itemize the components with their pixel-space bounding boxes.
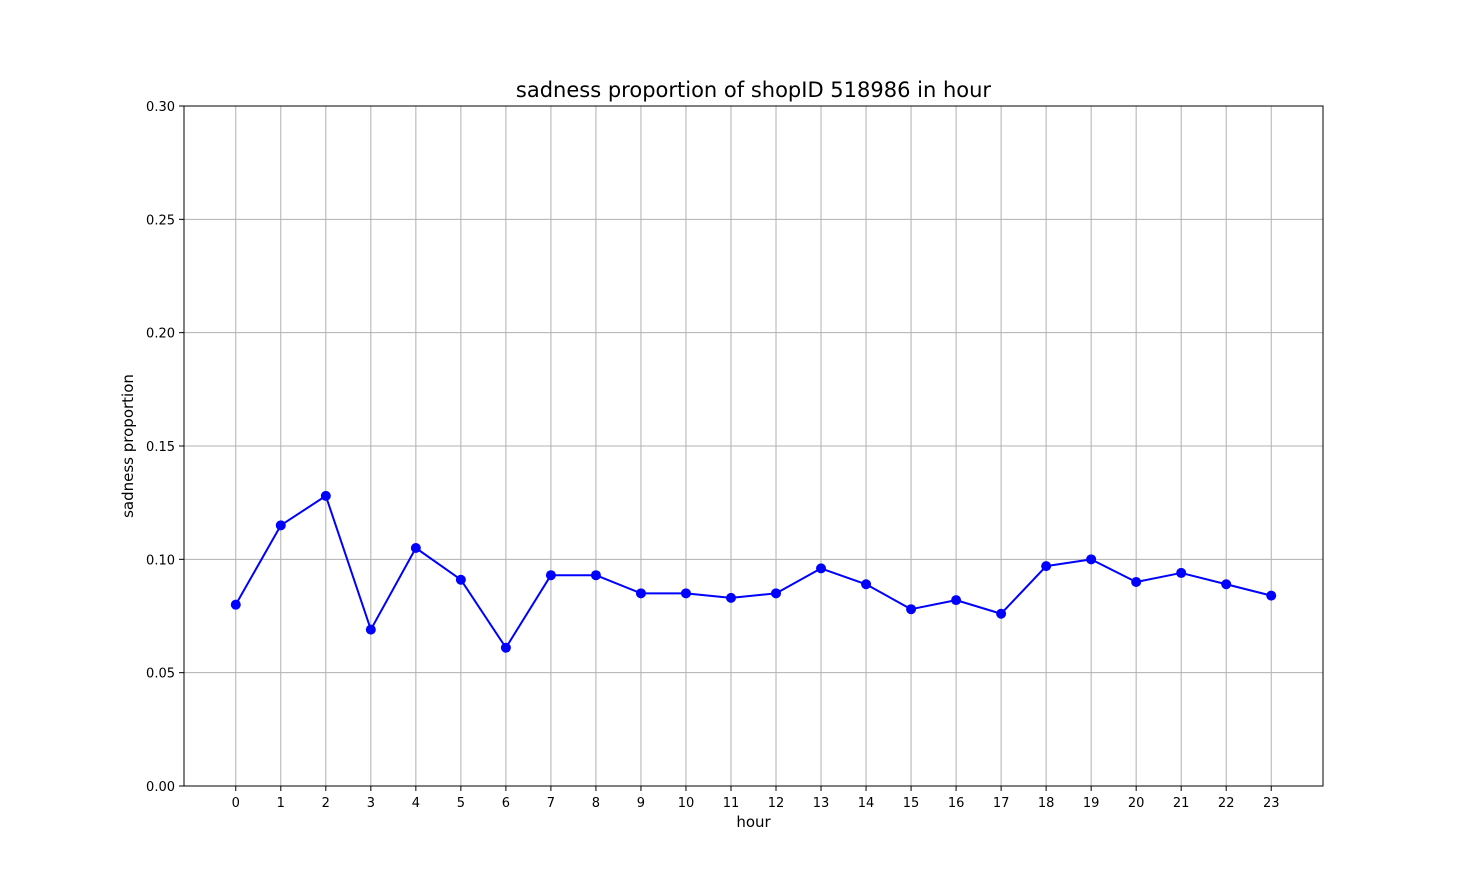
tick-layer: 0 1 2 3 4 5 6 7 8 9 10 11 12 13 14 15 16 17 18 19 20 21 22 230.… — [146, 100, 1279, 811]
data-point — [771, 588, 782, 599]
data-point — [725, 592, 736, 603]
x-tick-label: 0 — [232, 796, 240, 811]
x-tick-label: 16 — [948, 796, 965, 811]
data-point — [1086, 554, 1097, 565]
data-point — [996, 608, 1007, 619]
data-point — [635, 588, 646, 599]
x-tick-label: 6 — [502, 796, 510, 811]
data-point — [320, 490, 331, 501]
x-tick-label: 3 — [367, 796, 375, 811]
data-point — [1221, 579, 1232, 590]
data-point — [365, 624, 376, 635]
data-point — [230, 599, 241, 610]
x-tick-label: 21 — [1173, 796, 1190, 811]
x-tick-label: 20 — [1128, 796, 1145, 811]
x-tick-label: 19 — [1083, 796, 1100, 811]
x-tick-label: 17 — [993, 796, 1010, 811]
x-axis-label: hour — [736, 813, 771, 831]
data-point — [906, 604, 917, 615]
x-tick-label: 4 — [412, 796, 420, 811]
x-tick-label: 9 — [637, 796, 645, 811]
series-line — [234, 494, 1272, 649]
x-tick-label: 13 — [813, 796, 830, 811]
y-axis-label: sadness proportion — [119, 374, 137, 518]
data-point — [816, 563, 827, 574]
data-point — [1176, 567, 1187, 578]
x-tick-label: 10 — [678, 796, 695, 811]
x-tick-label: 23 — [1263, 796, 1280, 811]
data-point — [545, 570, 556, 581]
y-tick-label: 0.25 — [146, 213, 175, 228]
data-point — [410, 543, 421, 553]
y-tick-label: 0.30 — [146, 100, 175, 115]
y-tick-label: 0.05 — [146, 667, 175, 682]
x-tick-label: 7 — [547, 796, 555, 811]
x-tick-label: 14 — [858, 796, 875, 811]
x-tick-label: 12 — [768, 796, 785, 811]
data-point — [1266, 590, 1277, 601]
y-tick-label: 0.20 — [146, 327, 175, 342]
x-tick-label: 15 — [903, 796, 920, 811]
x-tick-label: 2 — [322, 796, 330, 811]
series-layer — [230, 490, 1277, 653]
x-tick-label: 1 — [277, 796, 285, 811]
x-tick-label: 11 — [723, 796, 740, 811]
data-point — [680, 588, 691, 599]
data-point — [861, 579, 872, 590]
x-tick-label: 18 — [1038, 796, 1055, 811]
x-tick-label: 8 — [592, 796, 600, 811]
data-point — [500, 642, 511, 653]
y-tick-label: 0.00 — [146, 780, 175, 795]
data-point — [951, 595, 962, 606]
chart-title: sadness proportion of shopID 518986 in h… — [516, 78, 992, 102]
x-tick-label: 5 — [457, 796, 465, 811]
data-point — [455, 574, 466, 585]
data-point — [590, 570, 601, 581]
data-point — [1131, 577, 1142, 587]
y-tick-label: 0.15 — [146, 440, 175, 455]
data-point — [275, 520, 286, 531]
data-point — [1041, 561, 1052, 572]
x-tick-label: 22 — [1218, 796, 1235, 811]
y-tick-label: 0.10 — [146, 553, 175, 568]
